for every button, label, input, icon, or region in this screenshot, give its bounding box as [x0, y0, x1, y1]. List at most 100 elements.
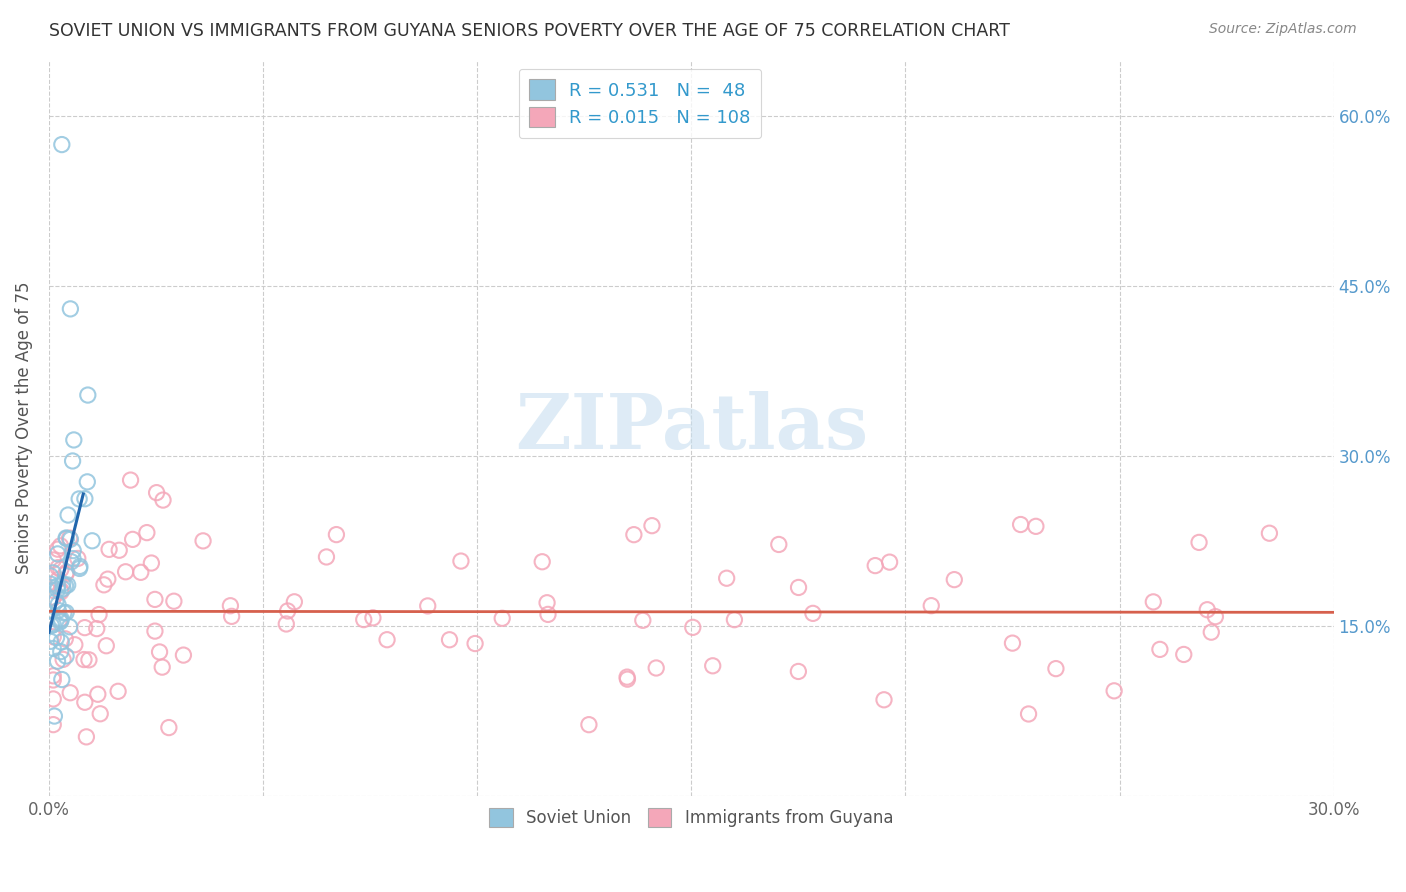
Point [1149, 642, 1171, 657]
Point [42, 673, 65, 687]
Point [41, 618, 63, 632]
Point [42, 553, 65, 567]
Point [145, 485, 167, 500]
Point [44, 709, 66, 723]
Point [631, 613, 654, 627]
Point [1018, 706, 1040, 721]
Point [1001, 636, 1024, 650]
Point [325, 527, 347, 541]
Point [163, 594, 186, 608]
Point [98, 542, 121, 557]
Point [353, 613, 375, 627]
Point [62, 543, 84, 558]
Point [55, 606, 77, 620]
Point [63, 638, 86, 652]
Point [107, 684, 129, 698]
Point [873, 693, 896, 707]
Point [66, 551, 89, 566]
Point [578, 717, 600, 731]
Point [87, 687, 110, 701]
Point [1173, 648, 1195, 662]
Point [157, 721, 180, 735]
Point [63, 433, 86, 447]
Y-axis label: Seniors Poverty Over the Age of 75: Seniors Poverty Over the Age of 75 [15, 282, 32, 574]
Point [46, 560, 69, 574]
Point [73, 491, 96, 506]
Point [787, 581, 810, 595]
Point [143, 624, 166, 639]
Point [42, 617, 65, 632]
Point [69, 559, 91, 574]
Point [623, 527, 645, 541]
Point [120, 473, 142, 487]
Point [55, 532, 77, 546]
Point [62, 551, 84, 566]
Point [76, 388, 98, 402]
Text: ZIPatlas: ZIPatlas [515, 391, 868, 465]
Point [59, 686, 82, 700]
Point [1142, 595, 1164, 609]
Point [801, 607, 824, 621]
Point [39, 569, 62, 583]
Point [616, 670, 638, 684]
Point [42, 566, 65, 580]
Point [58, 531, 80, 545]
Point [97, 572, 120, 586]
Point [879, 555, 901, 569]
Point [55, 531, 77, 545]
Point [48, 613, 70, 627]
Point [46, 542, 69, 557]
Point [787, 665, 810, 679]
Point [1188, 535, 1211, 549]
Point [42, 583, 65, 598]
Point [49, 645, 72, 659]
Point [67, 491, 90, 506]
Point [46, 582, 69, 597]
Point [129, 566, 152, 580]
Point [77, 653, 100, 667]
Text: SOVIET UNION VS IMMIGRANTS FROM GUYANA SENIORS POVERTY OVER THE AGE OF 75 CORREL: SOVIET UNION VS IMMIGRANTS FROM GUYANA S… [49, 22, 1010, 40]
Point [221, 609, 243, 624]
Point [315, 549, 337, 564]
Point [49, 562, 72, 576]
Point [42, 630, 65, 644]
Point [49, 583, 72, 598]
Point [59, 301, 82, 316]
Point [96, 639, 118, 653]
Point [135, 525, 157, 540]
Point [943, 573, 966, 587]
Point [51, 635, 73, 649]
Point [52, 606, 75, 620]
Point [49, 615, 72, 629]
Point [1197, 603, 1219, 617]
Point [52, 652, 75, 666]
Point [45, 631, 67, 645]
Point [49, 539, 72, 553]
Point [42, 692, 65, 706]
Point [108, 543, 131, 558]
Point [52, 576, 75, 591]
Point [75, 730, 97, 744]
Point [42, 591, 65, 605]
Point [143, 592, 166, 607]
Point [276, 617, 298, 632]
Point [46, 654, 69, 668]
Point [361, 611, 384, 625]
Point [1258, 526, 1281, 541]
Point [55, 648, 77, 663]
Point [69, 561, 91, 575]
Point [723, 613, 745, 627]
Point [283, 595, 305, 609]
Point [1102, 683, 1125, 698]
Point [537, 607, 560, 622]
Point [148, 645, 170, 659]
Point [531, 555, 554, 569]
Point [277, 604, 299, 618]
Point [46, 547, 69, 561]
Point [152, 493, 174, 508]
Point [920, 599, 942, 613]
Point [375, 632, 398, 647]
Point [76, 475, 98, 489]
Point [56, 508, 79, 522]
Point [45, 594, 67, 608]
